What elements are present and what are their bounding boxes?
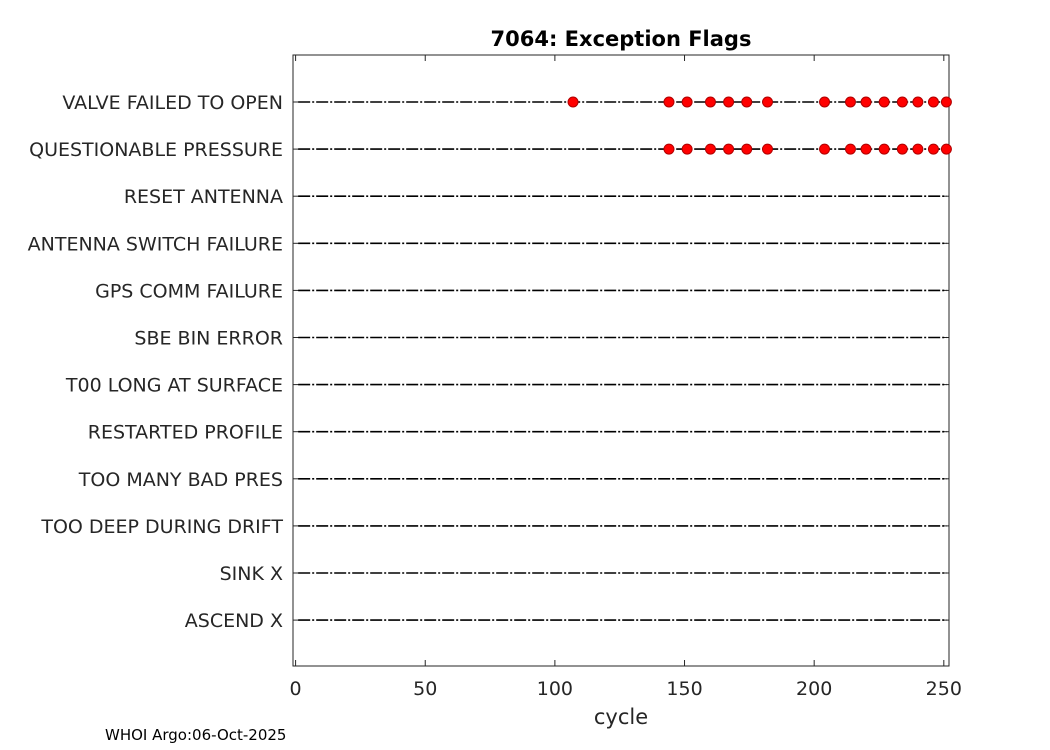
- flag-marker: [741, 96, 753, 108]
- flag-marker: [844, 96, 856, 108]
- flag-row: SBE BIN ERROR: [134, 328, 949, 350]
- flag-marker: [704, 96, 716, 108]
- x-tick-label: 100: [537, 678, 573, 700]
- flag-marker: [860, 143, 872, 155]
- flag-row: QUESTIONABLE PRESSURE: [29, 139, 952, 161]
- flag-row: TOO MANY BAD PRES: [78, 469, 949, 491]
- x-tick-label: 250: [926, 678, 962, 700]
- flag-marker: [860, 96, 872, 108]
- x-tick-label: 0: [290, 678, 302, 700]
- y-tick-label: SINK X: [220, 563, 283, 585]
- axes: 0 50 100 150 200 250: [290, 54, 962, 700]
- flag-marker: [819, 143, 831, 155]
- flag-marker: [663, 143, 675, 155]
- flag-marker: [567, 96, 579, 108]
- flag-marker: [896, 96, 908, 108]
- flag-marker: [819, 96, 831, 108]
- y-tick-label: QUESTIONABLE PRESSURE: [29, 139, 283, 161]
- flag-rows: VALVE FAILED TO OPEN QUESTIONABLE PRESSUR…: [28, 92, 952, 632]
- flag-marker: [761, 143, 773, 155]
- x-tick-label: 200: [796, 678, 832, 700]
- flag-row: VALVE FAILED TO OPEN: [62, 92, 952, 114]
- y-tick-label: RESTARTED PROFILE: [88, 422, 283, 444]
- flag-row: GPS COMM FAILURE: [95, 280, 949, 302]
- flag-marker: [663, 96, 675, 108]
- flag-marker: [761, 96, 773, 108]
- y-tick-label: ASCEND X: [185, 610, 283, 632]
- flag-row: RESET ANTENNA: [124, 186, 949, 208]
- flag-row: T00 LONG AT SURFACE: [65, 375, 949, 397]
- plot-frame: [292, 54, 950, 667]
- chart-title: 7064: Exception Flags: [491, 27, 752, 51]
- y-tick-label: ANTENNA SWITCH FAILURE: [28, 233, 283, 255]
- flag-marker: [912, 143, 924, 155]
- flag-row: TOO DEEP DURING DRIFT: [40, 516, 949, 538]
- y-tick-label: SBE BIN ERROR: [134, 328, 283, 350]
- y-tick-label: RESET ANTENNA: [124, 186, 283, 208]
- flag-marker: [723, 96, 735, 108]
- flag-marker: [896, 143, 908, 155]
- flag-marker: [878, 96, 890, 108]
- flag-marker: [681, 143, 693, 155]
- flag-row: RESTARTED PROFILE: [88, 422, 949, 444]
- y-tick-label: VALVE FAILED TO OPEN: [62, 92, 283, 114]
- flag-marker: [940, 143, 952, 155]
- y-tick-label: GPS COMM FAILURE: [95, 280, 283, 302]
- flag-marker: [844, 143, 856, 155]
- flag-marker: [927, 96, 939, 108]
- y-tick-label: TOO DEEP DURING DRIFT: [40, 516, 283, 538]
- flag-marker: [878, 143, 890, 155]
- flag-marker: [940, 96, 952, 108]
- flag-marker: [741, 143, 753, 155]
- flag-row: ASCEND X: [185, 610, 949, 632]
- y-tick-label: TOO MANY BAD PRES: [78, 469, 283, 491]
- y-tick-label: T00 LONG AT SURFACE: [65, 375, 283, 397]
- flag-marker: [723, 143, 735, 155]
- flag-row: ANTENNA SWITCH FAILURE: [28, 233, 949, 255]
- x-tick-label: 50: [413, 678, 437, 700]
- x-axis-label: cycle: [594, 705, 648, 729]
- flag-marker: [681, 96, 693, 108]
- flag-marker: [912, 96, 924, 108]
- flag-row: SINK X: [220, 563, 949, 585]
- flag-marker: [704, 143, 716, 155]
- footer-note: WHOI Argo:06-Oct-2025: [105, 726, 287, 744]
- x-tick-label: 150: [666, 678, 702, 700]
- flag-marker: [927, 143, 939, 155]
